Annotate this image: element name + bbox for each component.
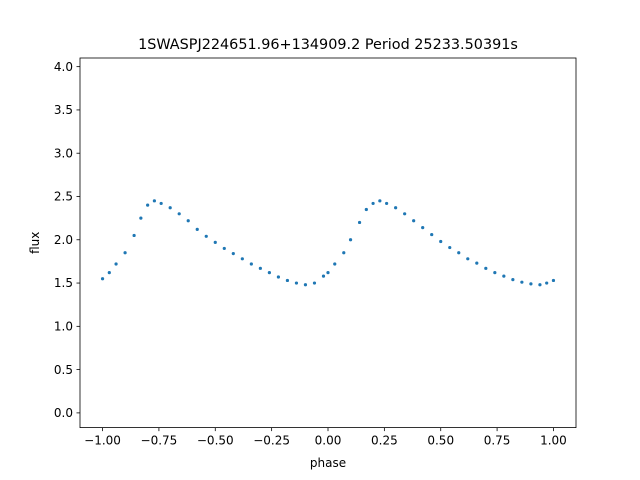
x-tick-label: −0.25 xyxy=(253,434,290,448)
x-tick-label: −0.75 xyxy=(141,434,178,448)
data-point xyxy=(430,232,434,237)
data-point xyxy=(321,274,326,278)
data-point xyxy=(267,271,271,275)
data-point xyxy=(520,280,524,284)
y-axis-label: flux xyxy=(28,232,42,254)
data-point xyxy=(385,201,389,206)
data-point xyxy=(457,251,461,255)
data-point xyxy=(139,216,143,220)
data-point xyxy=(342,251,346,255)
data-point xyxy=(240,257,244,261)
data-point xyxy=(159,201,163,206)
data-point xyxy=(258,266,262,270)
data-point xyxy=(538,283,542,287)
data-point xyxy=(511,277,515,282)
data-point xyxy=(249,262,253,266)
data-point xyxy=(114,262,118,266)
data-point xyxy=(231,252,235,256)
data-point xyxy=(132,233,136,238)
data-point xyxy=(285,278,290,283)
x-axis-ticks: −1.00 −0.75 −0.50 −0.25 0.00 0.25 0.50 0.75 1.00 xyxy=(84,427,567,448)
x-tick-label: −1.00 xyxy=(84,434,121,448)
data-point xyxy=(100,277,105,281)
data-point xyxy=(484,266,488,270)
y-tick-label: 3.0 xyxy=(54,146,73,160)
data-point xyxy=(123,251,127,255)
data-point xyxy=(152,199,156,203)
y-tick-label: 1.5 xyxy=(54,276,73,290)
data-point xyxy=(545,281,549,285)
data-point xyxy=(403,212,407,216)
data-point xyxy=(394,206,398,210)
data-point xyxy=(333,262,337,266)
data-point xyxy=(195,227,199,231)
data-point xyxy=(294,281,299,285)
data-point xyxy=(357,220,362,225)
data-point xyxy=(421,226,425,230)
data-point xyxy=(146,203,150,207)
data-point xyxy=(177,212,181,216)
y-tick-label: 3.5 xyxy=(54,103,73,117)
data-point xyxy=(303,283,308,287)
x-tick-label: 1.00 xyxy=(540,434,567,448)
data-point xyxy=(107,271,111,275)
x-tick-label: 0.25 xyxy=(371,434,398,448)
chart-title: 1SWASPJ224651.96+134909.2 Period 25233.5… xyxy=(138,37,518,53)
x-tick-label: −0.50 xyxy=(197,434,234,448)
x-tick-label: 0.00 xyxy=(315,434,342,448)
data-point xyxy=(348,238,353,242)
data-point xyxy=(186,219,190,223)
x-tick-label: 0.75 xyxy=(484,434,511,448)
data-point xyxy=(412,219,416,223)
y-tick-label: 1.0 xyxy=(54,320,73,334)
data-point xyxy=(371,201,375,206)
data-point xyxy=(312,281,317,285)
y-tick-label: 0.5 xyxy=(54,363,73,377)
data-point xyxy=(502,274,506,278)
data-point xyxy=(326,271,330,275)
data-point xyxy=(168,206,172,210)
data-point xyxy=(439,239,443,244)
y-tick-label: 2.0 xyxy=(54,233,73,247)
data-point xyxy=(551,278,556,283)
y-tick-label: 4.0 xyxy=(54,60,73,74)
data-point xyxy=(213,240,217,244)
data-point xyxy=(466,257,470,261)
y-tick-label: 2.5 xyxy=(54,190,73,204)
x-axis-label: phase xyxy=(310,456,346,470)
x-tick-label: 0.50 xyxy=(427,434,454,448)
data-point xyxy=(448,245,452,250)
data-point xyxy=(493,271,497,275)
data-point xyxy=(475,261,479,265)
y-tick-label: 0.0 xyxy=(54,406,73,420)
data-point xyxy=(378,199,382,203)
y-axis-ticks: 0.0 0.5 1.0 1.5 2.0 2.5 3.0 3.5 4.0 xyxy=(54,60,80,420)
data-point xyxy=(222,246,226,251)
data-point xyxy=(276,275,280,279)
data-point xyxy=(364,207,368,212)
data-point xyxy=(204,234,208,238)
data-points xyxy=(100,199,556,287)
data-point xyxy=(529,282,533,286)
